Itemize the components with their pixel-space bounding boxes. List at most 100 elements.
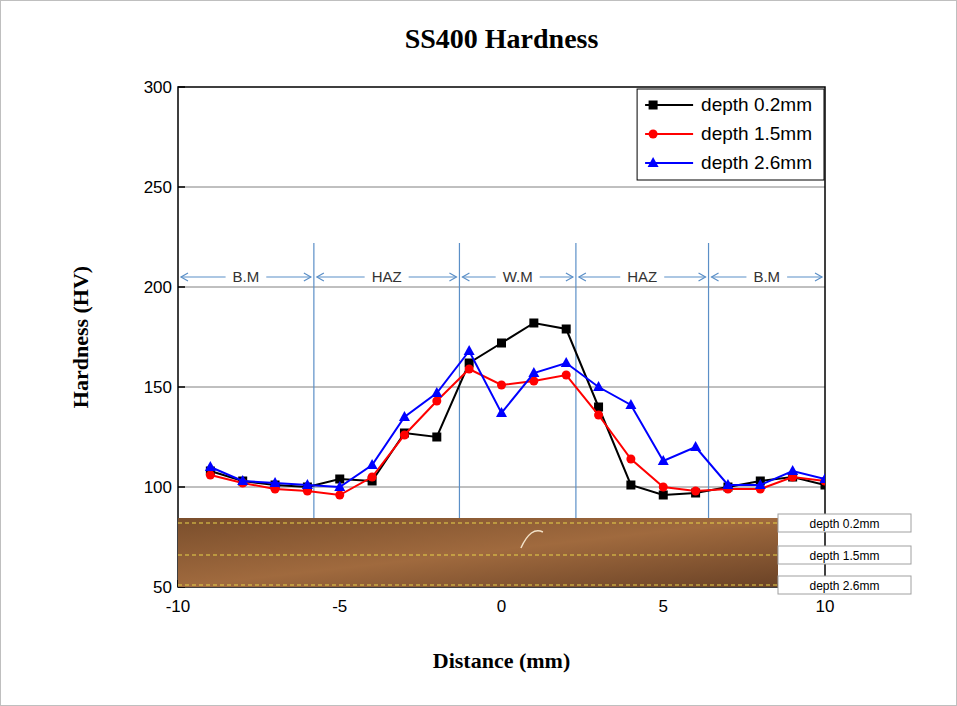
legend-label: depth 2.6mm	[701, 152, 812, 173]
y-axis-title: Hardness (HV)	[68, 266, 93, 408]
x-tick-label: -5	[332, 597, 347, 616]
y-tick-label: 200	[144, 278, 172, 297]
inset-depth-line	[178, 584, 778, 585]
x-tick-label: 5	[659, 597, 668, 616]
arrow-head	[449, 273, 456, 281]
y-tick	[178, 186, 185, 188]
grid-line	[178, 287, 825, 288]
inset-label-box	[778, 546, 911, 564]
marker	[334, 481, 345, 491]
legend: depth 0.2mm depth 1.5mm depth 2.6mm	[637, 89, 824, 180]
zone-arrow	[579, 276, 620, 277]
marker	[659, 483, 668, 492]
marker	[649, 130, 658, 139]
marker	[691, 487, 700, 496]
marker	[528, 367, 539, 377]
zone-label: B.M	[233, 268, 260, 285]
grid-line	[178, 187, 825, 188]
zone-arrow	[787, 276, 822, 277]
inset-depth-line	[178, 522, 778, 523]
zone-label: HAZ	[372, 268, 402, 285]
zone-arrow	[266, 276, 311, 277]
marker	[594, 411, 603, 420]
zone-arrow	[540, 276, 573, 277]
marker	[496, 407, 507, 417]
arrow-head	[699, 273, 706, 281]
arrow-head	[815, 273, 822, 281]
y-tick-label: 300	[144, 78, 172, 97]
zone-arrow	[409, 276, 457, 277]
y-tick	[178, 286, 185, 288]
marker	[497, 339, 506, 348]
arrow-head	[304, 273, 311, 281]
marker	[820, 473, 826, 483]
y-tick-label: 150	[144, 378, 172, 397]
zone-label: W.M	[503, 268, 533, 285]
marker	[206, 471, 215, 480]
marker	[465, 365, 474, 374]
title: SS400 Hardness	[405, 23, 599, 54]
inset-label-box	[778, 576, 911, 594]
marker	[690, 441, 701, 451]
x-tick-label: -10	[166, 597, 191, 616]
zone-label: B.M	[753, 268, 780, 285]
arrow-head	[317, 273, 324, 281]
inset-label: depth 1.5mm	[809, 549, 879, 563]
marker	[529, 319, 538, 328]
y-tick-label: 100	[144, 478, 172, 497]
inset-image	[178, 518, 778, 587]
legend-label: depth 0.2mm	[701, 94, 812, 115]
y-tick	[178, 86, 185, 88]
y-tick	[178, 486, 185, 488]
zone-arrow	[181, 276, 226, 277]
marker	[722, 479, 733, 489]
data-group	[205, 319, 825, 500]
x-tick-label: 10	[816, 597, 835, 616]
marker	[658, 455, 669, 465]
marker	[648, 157, 659, 167]
marker	[659, 491, 668, 500]
marker	[205, 461, 216, 471]
series-line	[210, 323, 825, 495]
marker	[464, 345, 475, 355]
zone-arrow	[462, 276, 495, 277]
marker	[755, 479, 766, 489]
legend-label: depth 1.5mm	[701, 123, 812, 144]
y-tick-label: 250	[144, 178, 172, 197]
series-line	[210, 351, 825, 487]
marker	[787, 465, 798, 475]
inset-scratch	[521, 531, 543, 548]
marker	[649, 101, 658, 110]
zone-arrow	[317, 276, 365, 277]
zone-arrow	[664, 276, 705, 277]
arrow-head	[566, 273, 573, 281]
legend-box	[637, 89, 824, 180]
y-tick-label: 50	[153, 578, 172, 597]
marker	[335, 491, 344, 500]
inset-label: depth 0.2mm	[809, 517, 879, 531]
marker	[626, 481, 635, 490]
inset-depth-line	[178, 554, 778, 555]
marker	[562, 371, 571, 380]
marker	[400, 431, 409, 440]
y-tick	[178, 386, 185, 388]
plot-frame	[178, 87, 825, 587]
marker	[302, 479, 313, 489]
arrow-head	[712, 273, 719, 281]
marker	[367, 459, 378, 469]
arrow-head	[579, 273, 586, 281]
marker	[399, 411, 410, 421]
chart: SS400 Hardness 50 100 150 200 250 300 -10 -5 0 5 10…	[0, 0, 957, 706]
marker	[270, 477, 281, 487]
inset-label-box	[778, 514, 911, 532]
marker	[593, 381, 604, 391]
zone-label: HAZ	[627, 268, 657, 285]
x-tick-label: 0	[497, 597, 506, 616]
marker	[431, 387, 442, 397]
marker	[562, 325, 571, 334]
figure-frame	[1, 1, 957, 706]
marker	[497, 381, 506, 390]
marker	[626, 455, 635, 464]
marker	[561, 357, 572, 367]
marker	[432, 433, 441, 442]
